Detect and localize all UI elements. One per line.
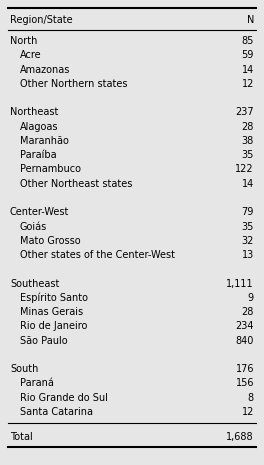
Text: 85: 85 [242,36,254,46]
Text: Mato Grosso: Mato Grosso [20,236,81,246]
Text: Other states of the Center-West: Other states of the Center-West [20,250,175,260]
Text: 237: 237 [235,107,254,118]
Text: 32: 32 [242,236,254,246]
Text: 14: 14 [242,179,254,189]
Text: 176: 176 [235,364,254,374]
Text: 59: 59 [242,50,254,60]
Text: Pernambuco: Pernambuco [20,165,81,174]
Text: 840: 840 [236,336,254,345]
Text: Paraná: Paraná [20,379,54,388]
Text: 12: 12 [242,79,254,89]
Text: North: North [10,36,37,46]
Text: Minas Gerais: Minas Gerais [20,307,83,317]
Text: Espírito Santo: Espírito Santo [20,292,88,303]
Text: 1,688: 1,688 [226,432,254,442]
Text: South: South [10,364,38,374]
Text: Rio Grande do Sul: Rio Grande do Sul [20,392,108,403]
Text: Center-West: Center-West [10,207,69,217]
Text: Acre: Acre [20,50,42,60]
Text: Rio de Janeiro: Rio de Janeiro [20,321,87,332]
Text: 28: 28 [242,307,254,317]
Text: 1,111: 1,111 [226,279,254,289]
Text: Alagoas: Alagoas [20,122,59,132]
Text: Maranhão: Maranhão [20,136,69,146]
Text: Northeast: Northeast [10,107,58,118]
Text: Southeast: Southeast [10,279,59,289]
Text: Paraíba: Paraíba [20,150,56,160]
Text: 9: 9 [248,293,254,303]
Text: Total: Total [10,432,33,442]
Text: São Paulo: São Paulo [20,336,68,345]
Text: 122: 122 [235,165,254,174]
Text: Region/State: Region/State [10,15,73,25]
Text: 38: 38 [242,136,254,146]
Text: 35: 35 [242,150,254,160]
Text: Goiás: Goiás [20,221,47,232]
Text: 12: 12 [242,407,254,417]
Text: Other Northern states: Other Northern states [20,79,128,89]
Text: 8: 8 [248,392,254,403]
Text: 79: 79 [242,207,254,217]
Text: N: N [247,15,254,25]
Text: Amazonas: Amazonas [20,65,70,75]
Text: 28: 28 [242,122,254,132]
Text: 234: 234 [235,321,254,332]
Text: 13: 13 [242,250,254,260]
Text: Santa Catarina: Santa Catarina [20,407,93,417]
Text: Other Northeast states: Other Northeast states [20,179,132,189]
Text: 156: 156 [235,379,254,388]
Text: 35: 35 [242,221,254,232]
Text: 14: 14 [242,65,254,75]
